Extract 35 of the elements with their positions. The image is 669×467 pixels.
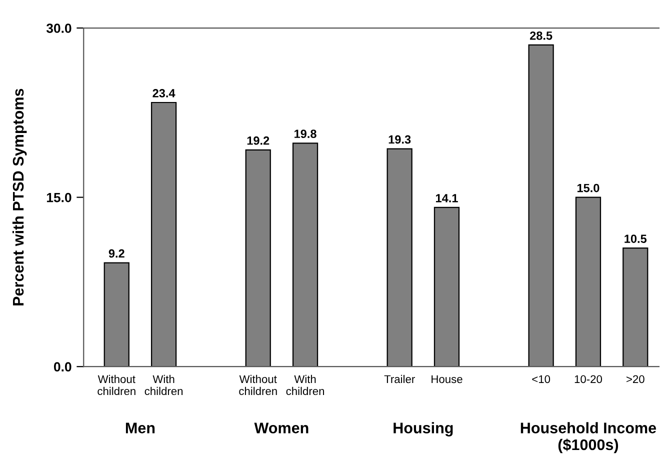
data-label: 28.5 [530,31,552,40]
y-axis-title: Percent with PTSD Symptoms [12,88,27,306]
y-tick-label: 30.0 [46,24,72,33]
x-tick-label: With children [286,374,324,396]
x-tick-label: >20 [626,375,644,384]
data-label: 23.4 [152,89,176,98]
data-label: 9.2 [108,249,124,258]
bar [528,44,554,367]
bar [434,206,460,367]
x-tick-label: <10 [532,375,550,384]
x-tick-label: Without children [98,374,136,396]
data-label: 19.3 [388,135,411,144]
text: Housing [394,422,453,436]
data-label: 14.1 [436,194,458,202]
bar [104,262,130,367]
bar [575,196,602,367]
data-label: 10.5 [624,234,647,243]
data-label: 19.2 [247,136,270,145]
bar [292,142,318,367]
data-label: 19.8 [294,130,316,138]
bar [622,248,648,367]
data-label: 15.0 [577,184,600,192]
bar [150,102,177,367]
text: Men [126,422,155,434]
x-tick-label: Trailer [384,374,415,384]
x-tick-label: House [432,375,462,384]
x-tick-label: Without children [239,374,277,396]
y-tick-label: 15.0 [46,192,72,202]
bar [245,149,271,367]
x-tick-label: With children [144,374,183,396]
text: Women [254,422,308,434]
text: Household Income ($1000s) [520,422,656,454]
bar [386,148,412,367]
x-tick-label: 10-20 [574,375,602,384]
y-tick-label: 0.0 [54,362,72,372]
